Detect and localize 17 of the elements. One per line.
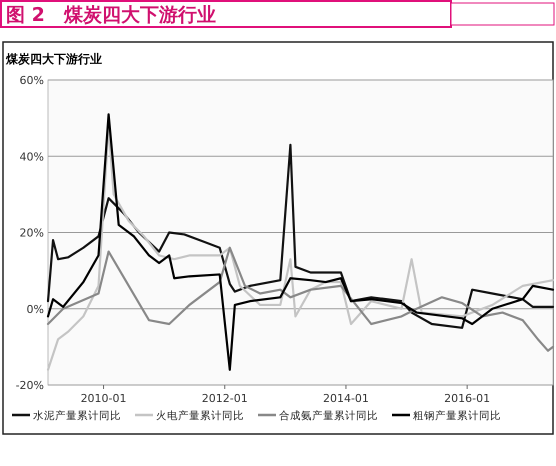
- chart-title: 图 2 煤炭四大下游行业: [6, 4, 216, 26]
- y-tick-label: 40%: [20, 150, 44, 164]
- x-tick-label: 2014-01: [322, 392, 369, 405]
- chart-subtitle: 煤炭四大下游行业: [5, 52, 102, 66]
- y-tick-label: 20%: [20, 226, 44, 240]
- legend-label: 水泥产量累计同比: [33, 409, 121, 422]
- legend-label: 火电产量累计同比: [156, 409, 244, 422]
- legend-label: 合成氨产量累计同比: [279, 409, 378, 422]
- legend-label: 粗钢产量累计同比: [413, 409, 501, 422]
- x-tick-label: 2016-01: [444, 392, 490, 405]
- x-tick-label: 2010-01: [80, 392, 127, 405]
- y-tick-label: 0%: [26, 302, 44, 316]
- y-tick-label: -20%: [16, 379, 44, 392]
- line-series: [46, 246, 554, 352]
- x-tick-label: 2012-01: [202, 392, 248, 405]
- line-series: [46, 144, 554, 329]
- y-tick-label: 60%: [20, 74, 44, 87]
